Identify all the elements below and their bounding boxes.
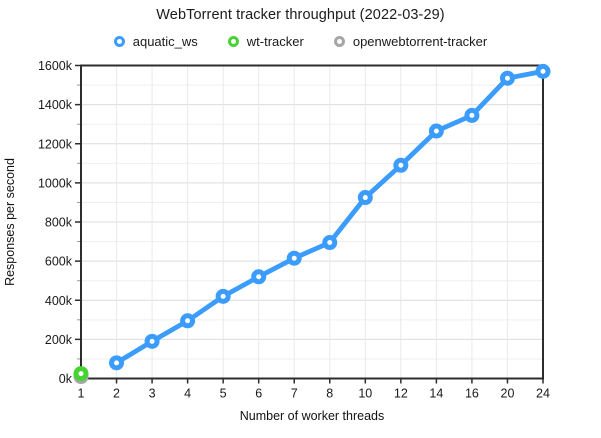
x-tick-label: 8 (326, 387, 333, 401)
y-tick-label: 1400k (38, 98, 73, 112)
y-tick-label: 0k (59, 372, 73, 386)
legend-item-openwebtorrent-tracker[interactable]: openwebtorrent-tracker (333, 34, 488, 49)
y-tick-label: 400k (45, 294, 73, 308)
x-tick-label: 2 (113, 387, 120, 401)
x-tick-label: 16 (465, 387, 479, 401)
x-axis-title: Number of worker threads (240, 409, 385, 423)
ring-marker-icon (113, 36, 125, 47)
x-tick-label: 20 (501, 387, 515, 401)
chart-title: WebTorrent tracker throughput (2022-03-2… (156, 7, 445, 23)
x-tick-label: 10 (358, 387, 372, 401)
y-axis-title: Responses per second (3, 158, 17, 286)
x-tick-label: 7 (291, 387, 298, 401)
y-tick-label: 1600k (38, 59, 73, 73)
wt-tracker-point (73, 366, 89, 382)
x-tick-label: 5 (220, 387, 227, 401)
aquatic_ws-point (286, 250, 302, 266)
y-tick-label: 1000k (38, 176, 73, 190)
y-tick-label: 600k (45, 255, 73, 269)
x-tick-label: 24 (536, 387, 550, 401)
x-tick-label: 12 (394, 387, 408, 401)
legend-label: openwebtorrent-tracker (352, 34, 488, 49)
legend: aquatic_ws wt-tracker openwebtorrent-tra… (0, 34, 601, 49)
aquatic_ws-point (109, 355, 125, 371)
aquatic_ws-point (180, 313, 196, 329)
aquatic_ws-point (251, 269, 267, 285)
aquatic_ws-point (428, 123, 444, 139)
legend-item-aquatic-ws[interactable]: aquatic_ws (113, 34, 198, 49)
aquatic_ws-point (357, 190, 373, 206)
aquatic_ws-point (393, 157, 409, 173)
aquatic_ws-point (499, 70, 515, 86)
aquatic_ws-point (464, 107, 480, 123)
ring-marker-icon (333, 36, 345, 47)
y-tick-label: 1200k (38, 137, 73, 151)
x-tick-label: 4 (184, 387, 191, 401)
aquatic_ws-point (322, 235, 338, 251)
y-tick-label: 200k (45, 333, 73, 347)
legend-label: wt-tracker (246, 34, 304, 49)
ring-marker-icon (227, 36, 239, 47)
x-tick-label: 6 (255, 387, 262, 401)
y-tick-label: 800k (45, 216, 73, 230)
legend-item-wt-tracker[interactable]: wt-tracker (227, 34, 304, 49)
x-tick-label: 3 (149, 387, 156, 401)
aquatic_ws-point (535, 63, 551, 79)
aquatic_ws-point (144, 333, 160, 349)
x-tick-label: 14 (429, 387, 443, 401)
legend-label: aquatic_ws (132, 34, 198, 49)
plot-border (80, 64, 544, 380)
x-tick-label: 1 (78, 387, 85, 401)
aquatic_ws-point (215, 288, 231, 304)
